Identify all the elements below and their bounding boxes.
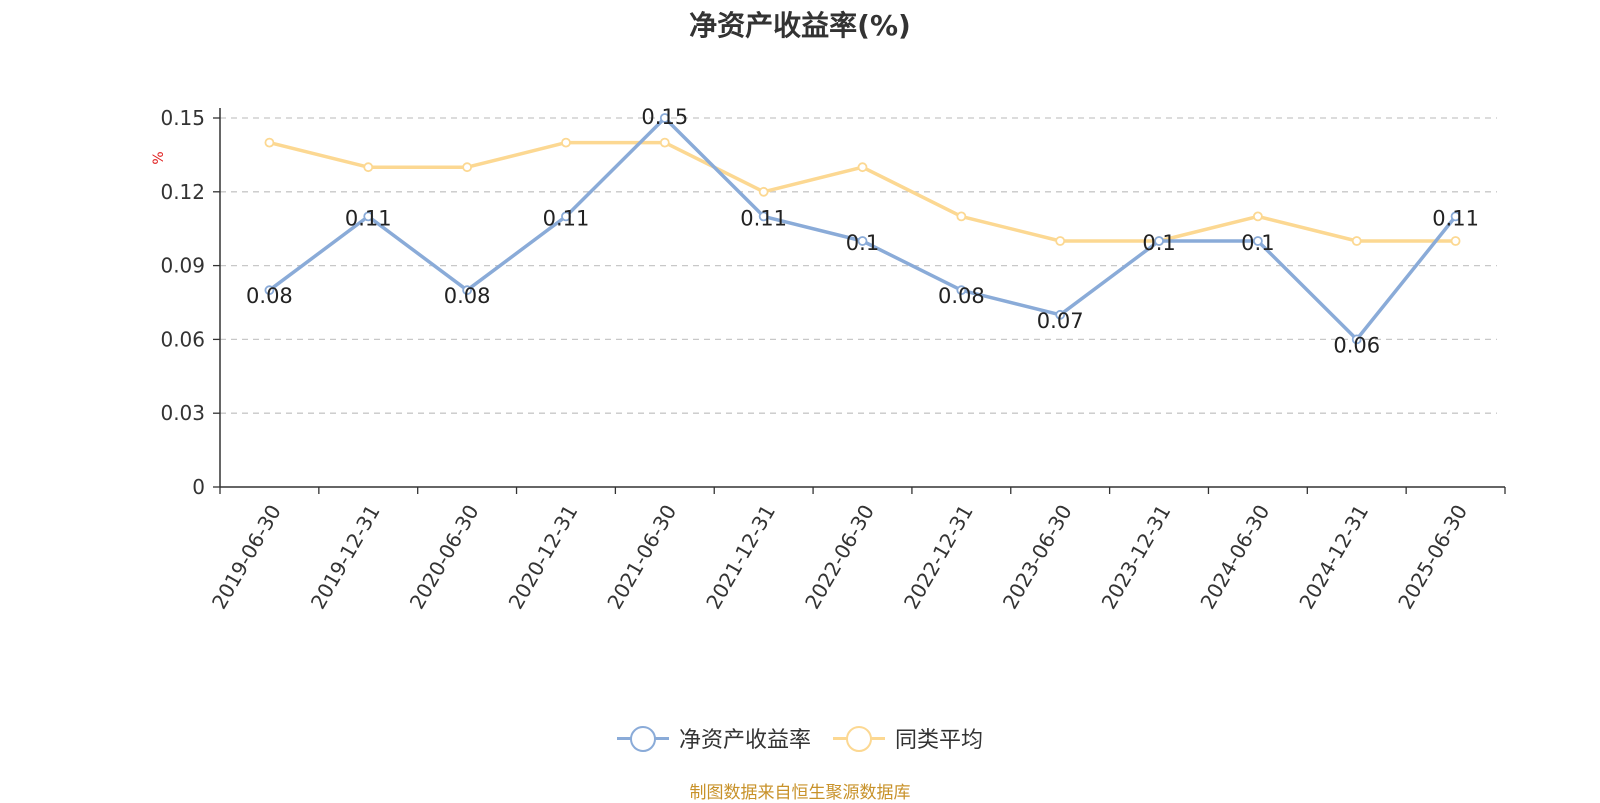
data-point-peer-average bbox=[1055, 236, 1066, 246]
data-label: 0.11 bbox=[1432, 206, 1479, 230]
legend-marker-roe-icon bbox=[616, 726, 669, 752]
data-label: 0.1 bbox=[1142, 231, 1175, 255]
data-point-peer-average bbox=[857, 162, 868, 173]
data-point-roe bbox=[264, 285, 275, 296]
y-tick-label: 0.12 bbox=[160, 180, 205, 204]
x-tick-label: 2022-06-30 bbox=[800, 501, 879, 614]
data-point-roe bbox=[659, 113, 670, 123]
x-tick-label: 2021-06-30 bbox=[602, 501, 681, 614]
x-tick-label: 2019-06-30 bbox=[207, 501, 286, 614]
y-tick-label: 0.03 bbox=[160, 401, 205, 425]
data-point-roe bbox=[1055, 309, 1066, 320]
x-tick-label: 2023-12-31 bbox=[1097, 501, 1176, 614]
data-point-roe bbox=[1154, 236, 1164, 246]
data-point-peer-average bbox=[1252, 211, 1263, 222]
data-point-peer-average bbox=[956, 211, 967, 222]
data-point-peer-average bbox=[1351, 236, 1362, 246]
data-point-roe bbox=[758, 211, 769, 222]
legend-marker-peer-average-icon bbox=[833, 726, 885, 752]
data-label: 0.08 bbox=[938, 284, 985, 308]
data-label: 0.11 bbox=[740, 206, 787, 230]
data-label: 0.07 bbox=[1037, 309, 1084, 333]
data-label: 0.08 bbox=[246, 284, 293, 308]
data-label: 0.15 bbox=[641, 105, 688, 129]
data-label: 0.11 bbox=[345, 206, 392, 230]
x-tick-label: 2024-12-31 bbox=[1294, 501, 1373, 614]
chart-title: 净资产收益率(%) bbox=[689, 9, 911, 42]
data-point-roe bbox=[1252, 236, 1263, 246]
y-tick-label: 0.06 bbox=[160, 327, 205, 351]
x-tick-label: 2019-12-31 bbox=[306, 501, 385, 614]
data-point-roe bbox=[462, 285, 473, 296]
legend-item-peer-average[interactable]: 同类平均 bbox=[833, 722, 983, 754]
data-label: 0.06 bbox=[1333, 333, 1380, 357]
data-point-peer-average bbox=[363, 162, 374, 173]
data-label: 0.11 bbox=[543, 206, 590, 230]
x-tick-label: 2022-12-31 bbox=[899, 501, 978, 614]
data-label: 0.1 bbox=[1241, 231, 1274, 255]
y-tick-label: 0 bbox=[192, 475, 205, 499]
x-tick-label: 2024-06-30 bbox=[1195, 501, 1274, 614]
data-point-roe bbox=[363, 211, 374, 222]
y-axis-label: % bbox=[151, 151, 167, 164]
data-point-peer-average bbox=[1450, 236, 1461, 246]
data-point-roe bbox=[1351, 334, 1362, 345]
y-tick-label: 0.15 bbox=[160, 106, 205, 130]
data-point-roe bbox=[1450, 211, 1461, 222]
data-point-roe bbox=[561, 211, 571, 222]
legend-label-peer-average: 同类平均 bbox=[895, 728, 984, 753]
data-label: 0.1 bbox=[846, 231, 879, 255]
data-point-peer-average bbox=[462, 162, 473, 173]
x-tick-label: 2025-06-30 bbox=[1393, 501, 1472, 614]
x-tick-label: 2023-06-30 bbox=[998, 501, 1077, 614]
data-point-peer-average bbox=[561, 137, 571, 148]
legend-label-roe: 净资产收益率 bbox=[678, 728, 811, 753]
legend-item-roe[interactable]: 净资产收益率 bbox=[616, 722, 811, 754]
data-point-roe bbox=[956, 285, 967, 296]
x-tick-label: 2020-12-31 bbox=[504, 501, 583, 614]
data-point-peer-average bbox=[758, 186, 769, 197]
data-source-note: 制图数据来自恒生聚源数据库 bbox=[689, 783, 911, 803]
data-point-roe bbox=[857, 236, 868, 246]
y-tick-label: 0.09 bbox=[160, 254, 205, 278]
data-point-peer-average bbox=[264, 137, 275, 148]
data-label: 0.08 bbox=[444, 284, 491, 308]
x-tick-label: 2020-06-30 bbox=[405, 500, 484, 613]
x-tick-label: 2021-12-31 bbox=[701, 501, 780, 614]
data-point-peer-average bbox=[659, 137, 670, 148]
chart-legend: 净资产收益率 同类平均 bbox=[0, 722, 1600, 754]
